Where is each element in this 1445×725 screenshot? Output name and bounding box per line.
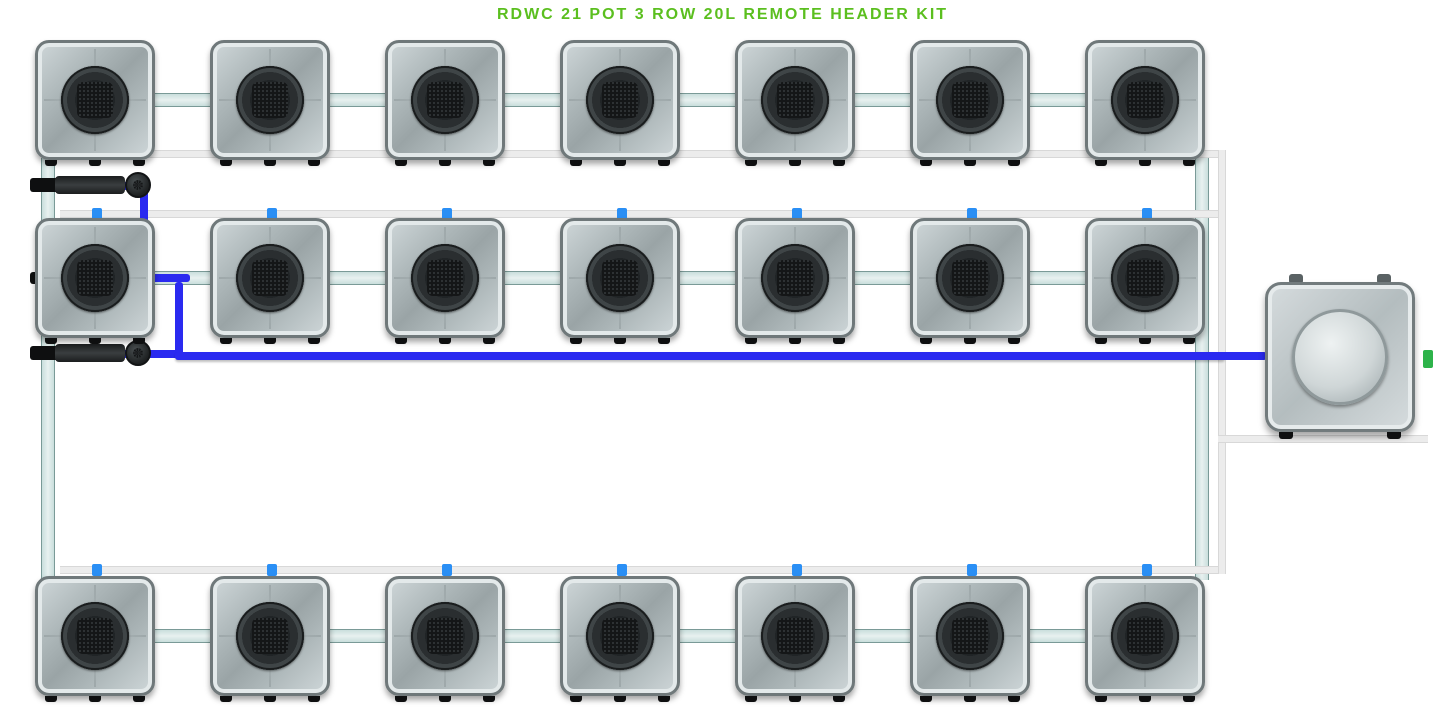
blue-return-to-reservoir [1217,352,1267,360]
blue-return-curve2b [175,282,183,358]
pot-r2c7 [1085,218,1205,338]
air-tee [267,564,277,576]
pot-r1c7 [1085,40,1205,160]
pot-r1c4 [560,40,680,160]
pot-r3c3 [385,576,505,696]
air-line-row2-top [60,210,1222,218]
pot-r2c5 [735,218,855,338]
pot-r1c3 [385,40,505,160]
air-line-row3-top [60,566,1222,574]
pot-r2c2 [210,218,330,338]
pot-r2c4 [560,218,680,338]
air-tee [92,564,102,576]
blue-return-main [175,352,1225,360]
air-tee [792,564,802,576]
diagram-title: RDWC 21 POT 3 ROW 20L REMOTE HEADER KIT [0,6,1445,24]
pot-r3c1 [35,576,155,696]
pot-r3c7 [1085,576,1205,696]
diagram-canvas: RDWC 21 POT 3 ROW 20L REMOTE HEADER KIT [0,0,1445,725]
pot-r3c2 [210,576,330,696]
remote-header-tank [1265,282,1415,432]
air-tee [442,564,452,576]
air-tee [967,564,977,576]
pot-r2c3 [385,218,505,338]
air-tee [617,564,627,576]
air-line-right-vert [1218,150,1226,574]
pot-r2c6 [910,218,1030,338]
pot-r3c6 [910,576,1030,696]
float-valve-icon [1423,350,1433,368]
pot-r1c2 [210,40,330,160]
pot-r1c5 [735,40,855,160]
pump-1 [55,172,150,198]
pot-r1c6 [910,40,1030,160]
pot-r3c5 [735,576,855,696]
air-tee [1142,564,1152,576]
pot-r2c1 [35,218,155,338]
pot-r1c1 [35,40,155,160]
pot-r3c4 [560,576,680,696]
